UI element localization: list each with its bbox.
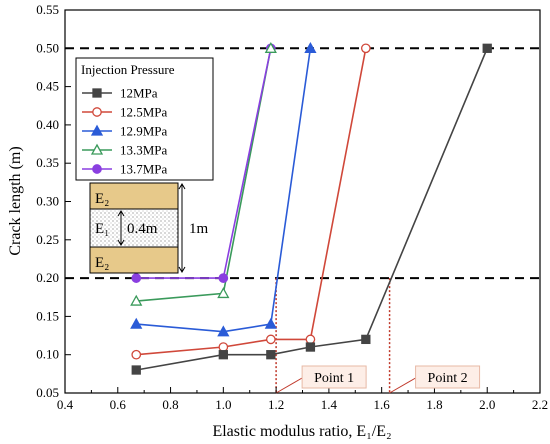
layer-bottom-label: E₂ — [95, 255, 109, 271]
legend-marker-12.9MPa — [90, 124, 104, 136]
legend-label-13.7MPa: 13.7MPa — [120, 162, 168, 177]
layer-middle-label: E₁ — [95, 221, 109, 237]
layer-schematic: E₂ E₁ E₂ 0.4m 1m — [89, 182, 209, 274]
x-tick-label: 0.6 — [110, 397, 127, 412]
legend-label-12.9MPa: 12.9MPa — [120, 124, 168, 139]
x-tick-label: 1.2 — [268, 397, 284, 412]
data-point-12.5MPa — [360, 43, 371, 54]
legend-box — [75, 57, 214, 181]
callout-leader-Point 1 — [275, 377, 303, 394]
y-axis-ticks: 0.05 0.10 0.15 0.20 0.25 0.30 0.35 0.40 0.45 0.50… — [36, 2, 71, 400]
data-point-12.5MPa — [218, 342, 229, 352]
legend-marker-13.3MPa — [90, 143, 104, 155]
callout-box-Point 2 — [415, 365, 481, 389]
y-tick-label: 0.30 — [36, 194, 59, 209]
data-point-12.9MPa — [217, 325, 230, 337]
thickness-label: 0.4m — [127, 221, 158, 237]
x-tick-label: 2.0 — [479, 397, 495, 412]
legend-label-13.3MPa: 13.3MPa — [120, 143, 168, 158]
thickness-arrow-head-top — [117, 210, 125, 217]
y-tick-label: 0.45 — [36, 79, 59, 94]
data-point-13.7MPa — [131, 273, 142, 283]
y-tick-label: 0.10 — [36, 347, 59, 362]
height-arrow-head-top — [178, 183, 186, 190]
x-axis-ticks: 0.4 0.6 0.8 1.0 1.2 1.4 1.6 1.8 2.0 2.2 — [57, 387, 548, 412]
y-tick-label: 0.50 — [36, 40, 59, 55]
callout-label-Point 2: Point 2 — [428, 371, 468, 386]
callout-leader-Point 2 — [389, 377, 416, 394]
data-point-12.5MPa — [265, 334, 276, 345]
legend-marker-12MPa — [92, 88, 102, 98]
data-point-12.5MPa — [305, 334, 316, 345]
y-tick-label: 0.55 — [36, 2, 59, 17]
data-point-12MPa — [305, 342, 316, 352]
data-point-12MPa — [218, 350, 228, 360]
data-point-12MPa — [482, 43, 492, 53]
data-point-12MPa — [131, 365, 141, 375]
legend: Injection Pressure 12MPa 12.5MPa 12.9MPa 13… — [75, 57, 214, 181]
thickness-arrow-head-bottom — [117, 239, 125, 246]
data-point-12.9MPa — [304, 41, 317, 53]
data-point-13.3MPa — [264, 41, 277, 53]
callouts: Point 1 Point 2 — [301, 365, 481, 389]
data-point-12MPa — [266, 350, 276, 360]
series-line-12.9MPa — [136, 48, 312, 333]
series-markers — [130, 41, 492, 375]
x-tick-label: 1.6 — [374, 397, 391, 412]
callout-box-Point 1 — [301, 365, 367, 389]
layer-middle — [89, 208, 179, 248]
data-point-13.3MPa — [217, 287, 230, 299]
data-point-13.3MPa — [130, 294, 143, 306]
data-point-12.5MPa — [131, 349, 142, 360]
data-point-13.7MPa — [218, 273, 229, 283]
x-tick-label: 1.4 — [321, 397, 338, 412]
x-tick-label: 1.0 — [215, 397, 231, 412]
x-tick-label: 1.8 — [426, 397, 442, 412]
legend-label-12MPa: 12MPa — [120, 86, 158, 101]
data-point-12.9MPa — [264, 317, 277, 329]
x-tick-label: 2.2 — [532, 397, 548, 412]
data-point-12MPa — [361, 334, 371, 345]
y-axis-title: Crack length (m) — [7, 146, 24, 255]
y-tick-label: 0.05 — [36, 385, 59, 400]
x-tick-label: 0.8 — [162, 397, 178, 412]
legend-title: Injection Pressure — [81, 62, 175, 77]
y-tick-label: 0.20 — [36, 270, 59, 285]
y-tick-label: 0.15 — [36, 308, 59, 323]
y-tick-label: 0.35 — [36, 155, 59, 170]
legend-marker-12.5MPa — [92, 107, 102, 117]
height-arrow-head-bottom — [178, 266, 186, 273]
layer-bottom — [89, 246, 179, 274]
legend-marker-13.7MPa — [92, 164, 102, 174]
data-point-12.9MPa — [130, 317, 143, 329]
callout-label-Point 1: Point 1 — [314, 371, 354, 386]
layer-top — [89, 182, 179, 210]
layer-top-label: E₂ — [95, 191, 109, 207]
callout-lines — [275, 278, 416, 394]
x-tick-label: 0.4 — [57, 397, 74, 412]
y-tick-label: 0.40 — [36, 117, 59, 132]
y-tick-label: 0.25 — [36, 232, 59, 247]
x-axis-title: Elastic modulus ratio, E₁/E₂ — [212, 423, 391, 440]
series-line-12MPa — [136, 47, 488, 371]
legend-label-12.5MPa: 12.5MPa — [120, 105, 168, 120]
height-label: 1m — [189, 221, 209, 237]
